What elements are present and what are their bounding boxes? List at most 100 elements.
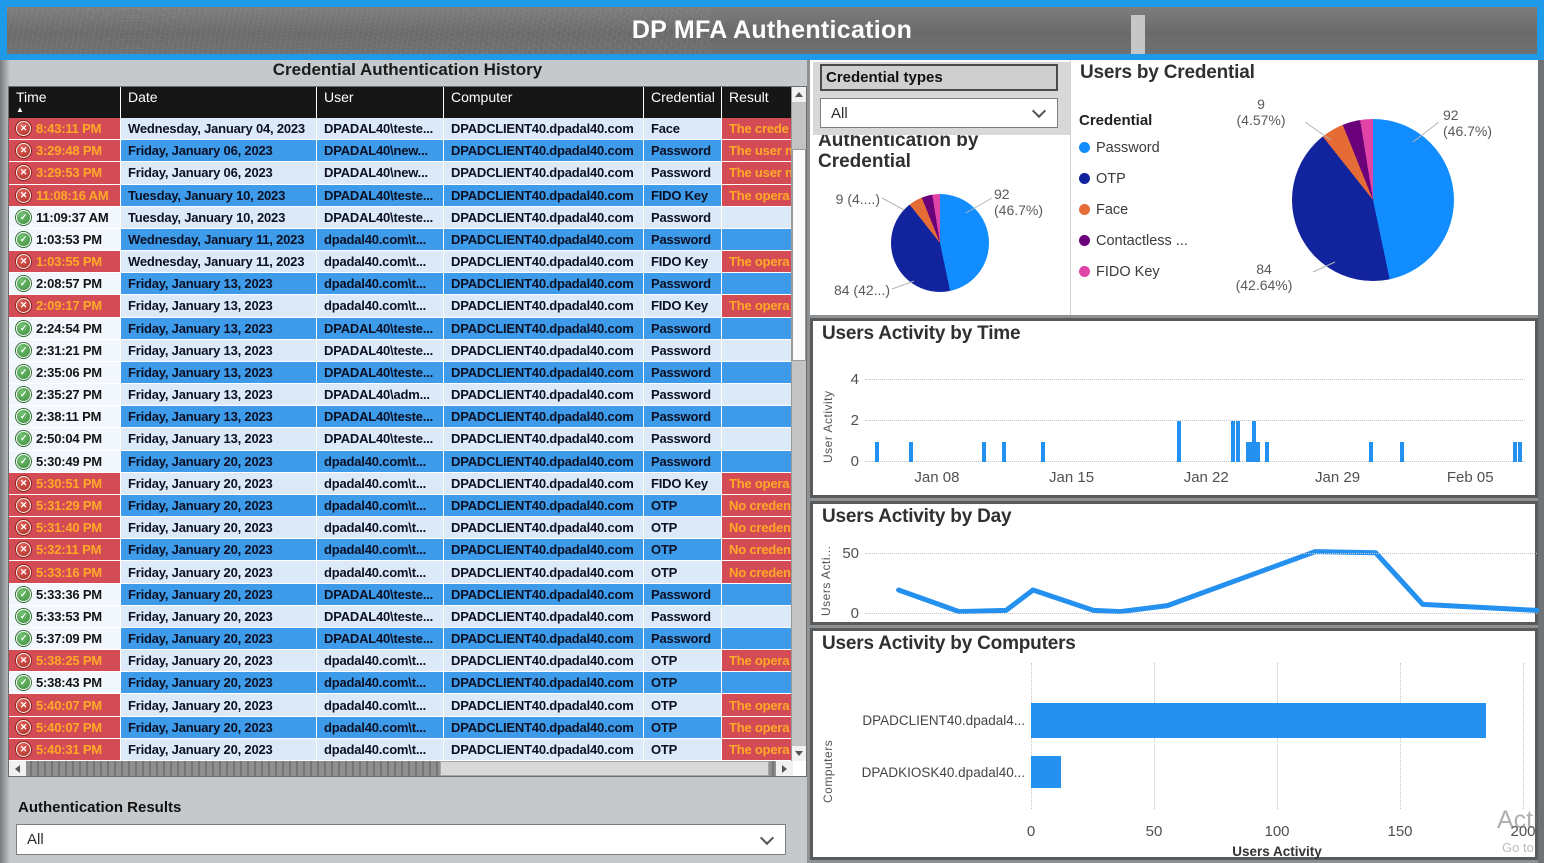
activity-bar[interactable] xyxy=(1256,441,1261,462)
x-tick-label: 100 xyxy=(1264,823,1290,840)
legend-item[interactable]: Contactless ... xyxy=(1079,231,1188,250)
table-row[interactable]: ✕ 5:30:51 PM Friday, January 20, 2023 dpada… xyxy=(9,472,793,495)
table-row[interactable]: ✕ 5:40:07 PM Friday, January 20, 2023 dpada… xyxy=(9,694,793,717)
table-row[interactable]: ✕ 3:29:48 PM Friday, January 06, 2023 DPADA… xyxy=(9,140,793,163)
table-row[interactable]: ✓ 5:33:53 PM Friday, January 20, 2023 DPADA… xyxy=(9,605,793,628)
activity-bar[interactable] xyxy=(908,441,913,462)
date-cell: Friday, January 20, 2023 xyxy=(121,605,317,627)
table-row[interactable]: ✓ 5:30:49 PM Friday, January 20, 2023 dpada… xyxy=(9,450,793,473)
legend-dot-icon xyxy=(1079,235,1090,246)
table-row[interactable]: ✕ 5:40:31 PM Friday, January 20, 2023 dpada… xyxy=(9,738,793,761)
table-row[interactable]: ✓ 2:35:06 PM Friday, January 13, 2023 DPADA… xyxy=(9,361,793,385)
activity-bar[interactable] xyxy=(1400,441,1405,462)
user-cell: DPADAL40\teste... xyxy=(317,317,444,339)
activity-bar[interactable] xyxy=(1249,441,1254,462)
computer-cell: DPADCLIENT40.dpadal40.com xyxy=(444,494,644,517)
table-row[interactable]: ✓ 1:03:53 PM Wednesday, January 11, 2023 dp… xyxy=(9,228,793,252)
legend-label: OTP xyxy=(1096,170,1126,187)
table-row[interactable]: ✓ 5:33:36 PM Friday, January 20, 2023 DPADA… xyxy=(9,583,793,606)
scroll-down-icon[interactable] xyxy=(792,746,806,761)
activity-bar[interactable] xyxy=(1252,421,1257,462)
vertical-scrollbar-thumb[interactable] xyxy=(792,149,806,361)
activity-bar[interactable] xyxy=(1040,441,1045,462)
table-row[interactable]: ✓ 2:38:11 PM Friday, January 13, 2023 DPADA… xyxy=(9,406,793,429)
table-row[interactable]: ✓ 2:24:54 PM Friday, January 13, 2023 DPADA… xyxy=(9,317,793,340)
activity-bar[interactable] xyxy=(1230,421,1235,462)
column-header-user[interactable]: User xyxy=(317,87,444,118)
date-cell: Friday, January 20, 2023 xyxy=(121,738,317,760)
legend-item[interactable]: FIDO Key xyxy=(1079,262,1188,281)
table-row[interactable]: ✕ 5:31:40 PM Friday, January 20, 2023 dpada… xyxy=(9,517,793,540)
auth-by-credential-pie[interactable] xyxy=(891,194,989,292)
column-header-credential[interactable]: Credential xyxy=(644,87,722,118)
table-row[interactable]: ✓ 2:31:21 PM Friday, January 13, 2023 DPADA… xyxy=(9,339,793,362)
users-by-credential-pie[interactable] xyxy=(1292,119,1454,281)
vertical-scrollbar[interactable] xyxy=(791,87,806,761)
table-row[interactable]: ✕ 2:09:17 PM Friday, January 13, 2023 dpada… xyxy=(9,295,793,318)
legend-label: Contactless ... xyxy=(1096,232,1188,249)
table-row[interactable]: ✕ 8:43:11 PM Wednesday, January 04, 2023 DP… xyxy=(9,118,793,141)
success-icon: ✓ xyxy=(16,209,31,225)
table-row[interactable]: ✕ 5:31:29 PM Friday, January 20, 2023 dpada… xyxy=(9,494,793,518)
activity-bar[interactable] xyxy=(981,441,986,462)
column-header-time[interactable]: Time ▲ xyxy=(9,87,121,118)
table-row[interactable]: ✓ 2:08:57 PM Friday, January 13, 2023 dpada… xyxy=(9,273,793,296)
table-row[interactable]: ✕ 5:33:16 PM Friday, January 20, 2023 dpada… xyxy=(9,561,793,584)
activity-bar[interactable] xyxy=(1368,441,1373,462)
activity-bar[interactable] xyxy=(1517,441,1522,462)
computers-chart-plot[interactable] xyxy=(1031,663,1524,809)
table-row[interactable]: ✕ 5:38:25 PM Friday, January 20, 2023 dpada… xyxy=(9,650,793,673)
table-row[interactable]: ✕ 3:29:53 PM Friday, January 06, 2023 DPADA… xyxy=(9,162,793,185)
time-chart-title: Users Activity by Time xyxy=(822,323,1021,344)
auth-results-dropdown[interactable]: All xyxy=(16,824,786,855)
table-row[interactable]: ✕ 1:03:55 PM Wednesday, January 11, 2023 dp… xyxy=(9,251,793,274)
credential-cell: FIDO Key xyxy=(644,295,722,317)
table-row[interactable]: ✕ 11:08:16 AM Tuesday, January 10, 2023 DPA… xyxy=(9,184,793,207)
table-row[interactable]: ✓ 2:50:04 PM Friday, January 13, 2023 DPADA… xyxy=(9,428,793,451)
date-cell: Friday, January 20, 2023 xyxy=(121,672,317,694)
legend-label: Password xyxy=(1096,139,1160,156)
computer-bar[interactable] xyxy=(1031,756,1061,788)
fail-icon: ✕ xyxy=(16,143,31,159)
table-row[interactable]: ✓ 5:37:09 PM Friday, January 20, 2023 DPADA… xyxy=(9,627,793,651)
credential-cell: Password xyxy=(644,583,722,605)
table-row[interactable]: ✓ 11:09:37 AM Tuesday, January 10, 2023 DPA… xyxy=(9,206,793,229)
scroll-left-icon[interactable] xyxy=(9,761,26,776)
computer-cell: DPADCLIENT40.dpadal40.com xyxy=(444,539,644,561)
horizontal-scrollbar-thumb[interactable] xyxy=(440,761,770,776)
column-header-computer[interactable]: Computer xyxy=(444,87,644,118)
sort-ascending-icon[interactable]: ▲ xyxy=(16,105,24,114)
activity-bar[interactable] xyxy=(1513,441,1518,462)
pie-legend: Credential Password OTP Face Contactless ..… xyxy=(1079,112,1188,293)
table-row[interactable]: ✓ 2:35:27 PM Friday, January 13, 2023 DPADA… xyxy=(9,384,793,407)
activity-bar[interactable] xyxy=(1245,441,1250,462)
legend-dot-icon xyxy=(1079,142,1090,153)
scroll-up-icon[interactable] xyxy=(792,87,806,102)
activity-bar[interactable] xyxy=(1235,421,1240,462)
table-row[interactable]: ✕ 5:40:07 PM Friday, January 20, 2023 dpada… xyxy=(9,716,793,739)
scroll-right-icon[interactable] xyxy=(776,761,793,776)
computer-label: DPADKIOSK40.dpadal40... xyxy=(861,765,1025,780)
date-cell: Friday, January 20, 2023 xyxy=(121,561,317,583)
activity-bar[interactable] xyxy=(874,441,879,462)
credential-cell: OTP xyxy=(644,561,722,583)
day-chart-plot[interactable]: 0 50 xyxy=(842,542,1540,622)
table-row[interactable]: ✕ 5:32:11 PM Friday, January 20, 2023 dpada… xyxy=(9,539,793,562)
computer-bar[interactable] xyxy=(1031,703,1487,738)
pie-callout: 92 (46.7%) xyxy=(994,186,1044,218)
legend-dot-icon xyxy=(1079,204,1090,215)
horizontal-scrollbar[interactable] xyxy=(9,761,793,776)
activity-bar[interactable] xyxy=(1177,421,1182,462)
credential-types-dropdown[interactable]: All xyxy=(820,98,1058,128)
legend-item[interactable]: Password xyxy=(1079,138,1188,157)
legend-item[interactable]: Face xyxy=(1079,200,1188,219)
legend-item[interactable]: OTP xyxy=(1079,169,1188,188)
activity-bar[interactable] xyxy=(1264,441,1269,462)
time-chart-plot[interactable]: 0 2 4 Jan 08 Jan 15 Jan 22 Jan 29 Feb 05 xyxy=(851,371,1525,486)
table-row[interactable]: ✓ 5:38:43 PM Friday, January 20, 2023 dpada… xyxy=(9,672,793,695)
activity-bar[interactable] xyxy=(1002,441,1007,462)
success-icon: ✓ xyxy=(16,231,31,247)
column-header-date[interactable]: Date xyxy=(121,87,317,118)
column-header-result[interactable]: Result xyxy=(722,87,793,118)
date-cell: Friday, January 20, 2023 xyxy=(121,472,317,494)
